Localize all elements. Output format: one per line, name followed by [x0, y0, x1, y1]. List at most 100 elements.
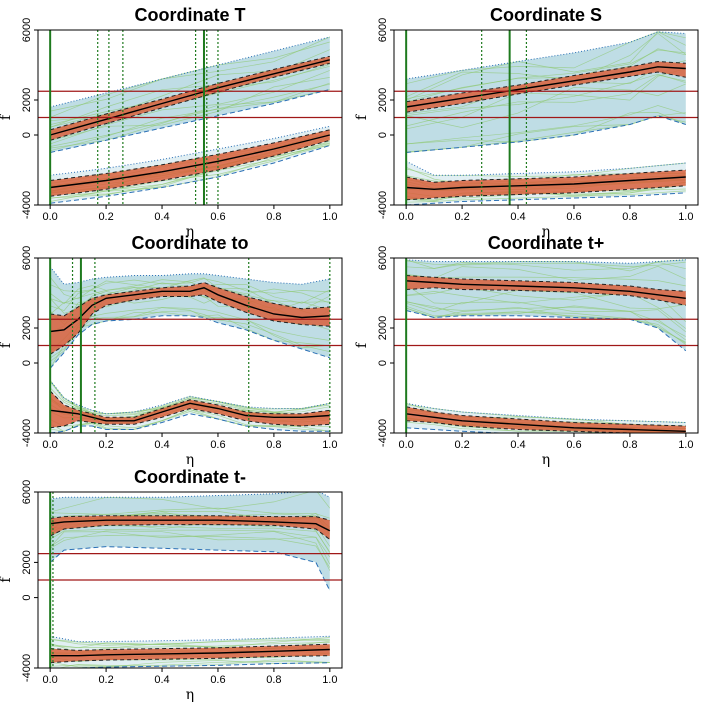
sample-curve: [406, 105, 686, 145]
x-tick-label: 1.0: [322, 674, 337, 686]
median-curve-lower: [50, 134, 330, 189]
x-tick-label: 0.8: [266, 439, 281, 451]
x-tick-label: 0.8: [622, 439, 637, 451]
median-curve-upper: [406, 280, 686, 299]
central-band-lower-edge: [50, 407, 330, 429]
x-tick-label: 0.2: [454, 211, 469, 223]
x-tick-label: 0.2: [98, 674, 113, 686]
median-curve-upper: [50, 59, 330, 136]
y-tick-label: -4000: [21, 654, 33, 682]
x-axis-label: η: [542, 452, 550, 468]
y-axis-label: f: [0, 576, 14, 583]
sample-curve: [406, 83, 686, 128]
median-curve-upper: [50, 519, 331, 532]
plot-area: [38, 492, 342, 668]
x-tick-label: 0.0: [43, 674, 58, 686]
envelope-lower-edge: [49, 546, 331, 591]
x-tick-label: 0.4: [510, 439, 525, 451]
sample-curve: [406, 421, 629, 433]
x-axis-label: η: [186, 224, 194, 240]
chart-title: Coordinate T: [135, 5, 246, 25]
sample-curve: [50, 36, 330, 118]
central-band-upper: [406, 275, 686, 306]
sample-curve: [50, 642, 330, 648]
sample-curve: [406, 162, 686, 177]
sample-curve: [406, 301, 686, 343]
x-tick-label: 0.0: [399, 439, 414, 451]
x-tick-label: 0.8: [266, 211, 281, 223]
sample-curve: [406, 31, 686, 101]
x-tick-label: 0.4: [154, 211, 169, 223]
chart-panel-2: 0.0 0.2 0.4 0.6 0.8 1.0 -4000 0 2000 6000 Coordina…: [354, 5, 699, 240]
sample-curve: [50, 143, 330, 199]
y-axis-label: f: [354, 341, 370, 348]
central-band-upper-edge: [49, 390, 330, 418]
plot-frame: [37, 491, 343, 669]
sample-curve: [50, 638, 330, 645]
y-tick-label: 2000: [21, 550, 33, 574]
plot-frame: [393, 29, 699, 206]
y-tick-label: -4000: [21, 419, 33, 447]
y-tick-label: 0: [377, 360, 389, 366]
chart-title: Coordinate S: [490, 5, 602, 25]
central-band-lower-edge: [50, 139, 330, 197]
sample-curve: [50, 660, 330, 668]
sample-curve: [50, 82, 330, 152]
y-tick-label: 6000: [377, 246, 389, 270]
central-band-upper-edge: [406, 169, 686, 183]
central-band-upper-edge: [50, 515, 330, 521]
x-tick-label: 1.0: [322, 439, 337, 451]
sample-curve: [406, 259, 686, 272]
y-tick-label: 0: [21, 360, 33, 366]
central-band-upper-edge: [406, 60, 686, 103]
sample-curve: [50, 70, 330, 145]
envelope-lower-edge: [49, 315, 330, 369]
chart-title: Coordinate to: [132, 233, 249, 253]
x-tick-label: 0.0: [43, 439, 58, 451]
y-axis-label: f: [0, 341, 14, 348]
central-band-upper-edge: [50, 129, 330, 181]
envelope-upper-edge: [50, 492, 331, 500]
sample-curve: [406, 260, 686, 267]
sample-curve: [406, 49, 686, 100]
x-tick-label: 0.6: [566, 439, 581, 451]
y-tick-label: 6000: [21, 246, 33, 270]
x-tick-label: 0.0: [399, 211, 414, 223]
y-tick-label: -4000: [21, 191, 33, 219]
sample-curve: [406, 301, 687, 333]
plot-area: [38, 30, 342, 205]
x-tick-label: 0.6: [210, 439, 225, 451]
x-tick-label: 0.0: [43, 211, 58, 223]
sample-curve: [50, 530, 331, 565]
y-tick-label: -4000: [377, 191, 389, 219]
sample-curve: [50, 409, 330, 429]
central-band-lower-edge: [406, 71, 686, 113]
y-tick-label: 0: [377, 132, 389, 138]
central-band-lower-edge: [49, 524, 331, 540]
sample-curve: [406, 73, 686, 117]
x-tick-label: 0.2: [98, 439, 113, 451]
median-curve-lower: [50, 402, 330, 422]
sample-curve: [50, 638, 330, 646]
chart-title: Coordinate t+: [488, 233, 605, 253]
x-tick-label: 1.0: [678, 211, 693, 223]
sample-curve: [57, 659, 330, 668]
sample-curve: [406, 404, 686, 423]
y-tick-label: 0: [21, 595, 33, 601]
central-band-lower: [50, 129, 330, 197]
y-axis-label: f: [354, 113, 370, 120]
median-curve-lower: [50, 648, 330, 657]
x-tick-label: 0.6: [210, 674, 225, 686]
sample-curve: [50, 83, 330, 147]
sample-curve: [50, 89, 330, 149]
envelope-upper-edge: [50, 36, 330, 108]
central-band-lower-edge: [406, 420, 646, 433]
sample-curve: [49, 531, 331, 571]
envelope-lower-edge: [406, 192, 686, 205]
plot-frame: [37, 257, 343, 434]
plot-area: [394, 258, 698, 433]
x-tick-label: 0.6: [566, 211, 581, 223]
envelope-lower-edge: [406, 310, 687, 352]
plot-area: [38, 258, 342, 433]
